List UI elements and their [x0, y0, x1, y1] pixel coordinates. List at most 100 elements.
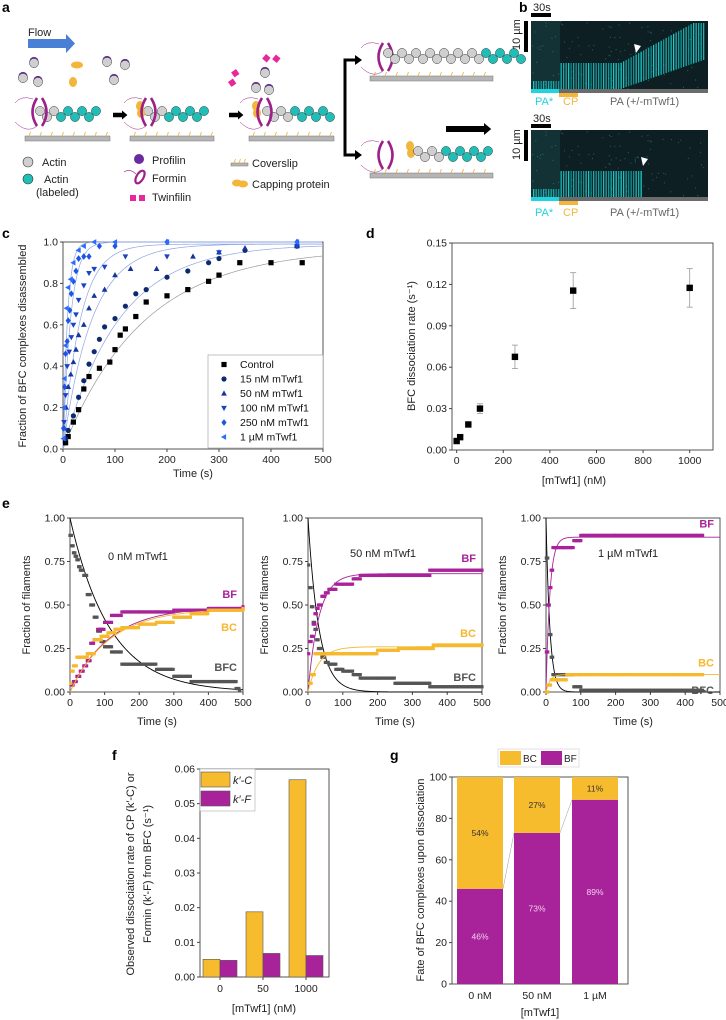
noise-speckle	[546, 196, 548, 198]
noise-speckle	[560, 132, 562, 134]
filament-stripe	[628, 171, 630, 197]
filament-stripe	[633, 171, 635, 197]
data-point-bfc	[95, 615, 99, 619]
data-point-bfc	[428, 681, 432, 685]
data-point-bf	[316, 606, 320, 611]
data-point	[62, 342, 68, 349]
surface-anchor	[406, 168, 409, 174]
filament-stripe	[660, 40, 662, 75]
bar-segment-bf	[514, 832, 560, 984]
data-point	[102, 324, 108, 330]
filament-stripe	[640, 51, 642, 82]
filament-stripe	[640, 171, 642, 197]
data-point	[75, 297, 82, 304]
noise-speckle	[635, 157, 637, 159]
filament-stripe	[575, 63, 577, 89]
actin-subunit	[276, 106, 286, 116]
data-point	[569, 287, 577, 294]
filament-stripe	[618, 171, 620, 197]
coverslip	[129, 135, 215, 142]
labeled-actin-subunit	[481, 48, 491, 58]
formin-tether	[360, 42, 380, 49]
actin-subunit	[413, 146, 423, 156]
actin-subunit	[427, 146, 437, 156]
x-tick-label: 800	[634, 455, 652, 467]
plot-frame	[545, 517, 721, 693]
data-point	[112, 272, 118, 278]
noise-speckle	[648, 163, 650, 165]
noise-speckle	[608, 135, 610, 137]
x-tick-label: 1 µM	[583, 990, 607, 1002]
panel-label-g: g	[390, 747, 399, 763]
surface-anchor	[395, 168, 398, 174]
capping-protein	[407, 148, 415, 158]
noise-speckle	[563, 41, 565, 43]
filament-stripe	[608, 171, 610, 197]
legend-actin: Actin	[42, 157, 66, 169]
surface-anchor	[384, 71, 387, 77]
data-point-bc	[69, 681, 73, 685]
filament-stripe	[633, 55, 635, 85]
filament-stripe	[698, 23, 700, 62]
data-point	[63, 440, 69, 446]
y-tick-label: 0.50	[521, 600, 542, 612]
data-point	[476, 405, 484, 412]
noise-speckle	[662, 29, 664, 31]
filament-stripe	[608, 63, 610, 89]
data-point-bfc	[119, 650, 123, 654]
filament-stripe	[550, 81, 552, 89]
noise-speckle	[617, 59, 619, 61]
actin-subunit	[157, 106, 167, 116]
noise-speckle	[634, 50, 636, 52]
surface-anchor	[50, 131, 53, 137]
data-point-bf	[350, 582, 355, 586]
x-axis-label: Time (s)	[173, 468, 213, 480]
data-point-bc	[171, 620, 175, 624]
filament-stripe	[570, 171, 572, 197]
x-tick-label: 100	[572, 697, 590, 709]
noise-speckle	[670, 139, 672, 141]
data-point	[164, 293, 170, 299]
flow-label: Flow	[28, 27, 51, 39]
arrowhead	[484, 123, 492, 135]
twinfilin	[272, 54, 281, 63]
legend-capping-protein: Capping protein	[252, 179, 330, 191]
noise-speckle	[586, 22, 588, 24]
noise-speckle	[697, 86, 699, 88]
data-point-bfc	[85, 573, 89, 578]
data-point	[101, 286, 108, 292]
surface-anchor	[395, 71, 398, 77]
noise-speckle	[657, 172, 659, 174]
noise-speckle	[663, 74, 665, 76]
x-tick-label: 0	[60, 454, 66, 466]
noise-speckle	[650, 32, 652, 34]
noise-speckle	[695, 79, 697, 81]
data-point-bf	[480, 568, 484, 572]
filament-stripe	[625, 59, 627, 88]
surface-anchor	[472, 71, 475, 77]
noise-speckle	[591, 157, 593, 159]
data-point-bf	[323, 594, 327, 598]
arrow	[446, 126, 484, 132]
legend-label: k′-C	[233, 775, 252, 787]
data-point-bfc	[237, 688, 242, 692]
fit-curve-5	[62, 241, 322, 450]
data-point	[61, 383, 68, 391]
data-point-bf	[241, 605, 245, 609]
noise-speckle	[555, 36, 557, 38]
surface-anchor	[417, 168, 420, 174]
flow-bar-pa	[559, 197, 708, 201]
noise-speckle	[670, 191, 672, 193]
data-point-bf	[701, 533, 705, 537]
filament-stripe	[548, 81, 550, 89]
noise-speckle	[542, 153, 544, 155]
noise-speckle	[634, 52, 636, 54]
legend-marker	[220, 434, 227, 440]
formin-tether	[239, 121, 263, 130]
noise-speckle	[677, 141, 679, 143]
noise-speckle	[552, 82, 554, 84]
noise-speckle	[608, 155, 610, 157]
noise-speckle	[641, 26, 643, 28]
data-point	[185, 287, 191, 293]
filament-stripe	[578, 63, 580, 89]
